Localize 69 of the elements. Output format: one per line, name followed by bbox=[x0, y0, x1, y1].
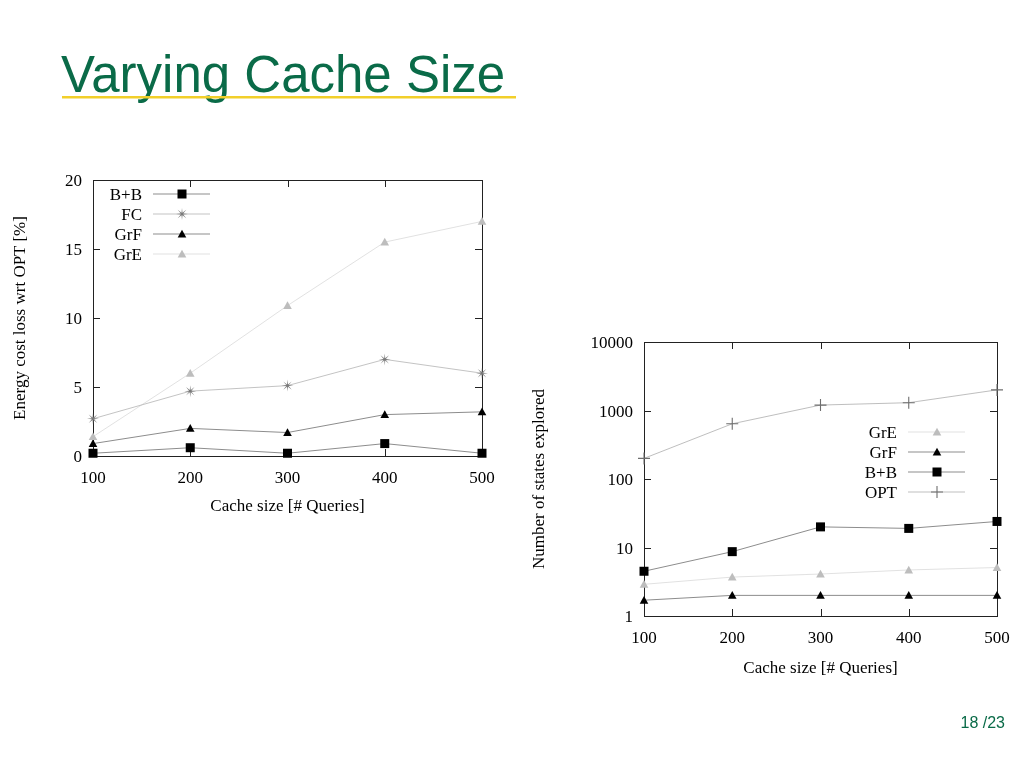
x-tick-label: 500 bbox=[469, 468, 495, 487]
point bbox=[380, 410, 390, 419]
point bbox=[185, 443, 195, 453]
point bbox=[477, 407, 487, 416]
x-tick-label: 300 bbox=[274, 468, 301, 487]
y-tick-label: 1000 bbox=[599, 401, 633, 421]
y-tick-label: 1 bbox=[624, 607, 633, 626]
y-tick-label: 5 bbox=[73, 378, 82, 397]
point bbox=[816, 591, 825, 599]
y-tick-label: 10 bbox=[616, 538, 633, 558]
y-tick-label: 15 bbox=[65, 240, 82, 259]
chart-title: Varying Cache Size bbox=[61, 46, 506, 103]
point bbox=[281, 379, 294, 392]
legend-label: FC bbox=[121, 205, 142, 224]
point bbox=[727, 547, 737, 557]
point bbox=[185, 368, 195, 377]
legend-label: OPT bbox=[864, 483, 898, 502]
point bbox=[88, 448, 98, 458]
point bbox=[902, 396, 916, 410]
point bbox=[380, 237, 390, 246]
point bbox=[477, 217, 487, 225]
x-tick-label: 200 bbox=[719, 628, 745, 647]
text: 18 /23 bbox=[960, 714, 1006, 731]
point bbox=[88, 432, 98, 441]
point bbox=[378, 353, 391, 366]
point bbox=[904, 523, 914, 533]
x-tick-label: 400 bbox=[896, 628, 922, 647]
point bbox=[904, 591, 914, 599]
point bbox=[904, 565, 914, 574]
point bbox=[727, 591, 737, 599]
y-axis-title: Number of states explored bbox=[529, 388, 548, 569]
x-tick-label: 100 bbox=[631, 628, 657, 647]
point bbox=[992, 591, 1002, 599]
legend-label: GrF bbox=[114, 225, 142, 244]
y-axis-title: Energy cost loss wrt OPT [%] bbox=[10, 216, 29, 420]
x-axis-title: Cache size [# Queries] bbox=[743, 658, 898, 677]
point bbox=[639, 595, 649, 604]
point bbox=[639, 580, 649, 588]
point bbox=[283, 448, 292, 458]
y-tick-label: 10 bbox=[65, 309, 82, 328]
point bbox=[185, 424, 195, 432]
point bbox=[184, 385, 197, 398]
legend-label: GrE bbox=[113, 245, 142, 264]
point bbox=[990, 383, 1004, 397]
point bbox=[727, 572, 737, 581]
x-tick-label: 300 bbox=[807, 628, 834, 647]
legend-label: B+B bbox=[864, 463, 897, 482]
point bbox=[992, 563, 1002, 571]
x-tick-label: 400 bbox=[372, 468, 398, 487]
legend-label: GrE bbox=[868, 423, 897, 442]
point bbox=[637, 451, 651, 465]
point bbox=[639, 566, 649, 576]
point bbox=[477, 448, 487, 458]
point bbox=[283, 428, 292, 436]
point bbox=[380, 439, 390, 449]
x-axis-title: Cache size [# Queries] bbox=[210, 496, 365, 515]
point bbox=[725, 417, 739, 431]
point bbox=[283, 301, 292, 310]
point bbox=[816, 522, 825, 532]
point bbox=[992, 516, 1002, 526]
legend-label: GrF bbox=[869, 443, 897, 462]
legend-label: B+B bbox=[109, 185, 142, 204]
y-tick-label: 10000 bbox=[590, 333, 633, 352]
y-tick-label: 0 bbox=[73, 447, 82, 466]
y-tick-label: 20 bbox=[65, 171, 82, 190]
x-tick-label: 200 bbox=[177, 468, 203, 487]
point bbox=[88, 439, 98, 448]
point bbox=[813, 398, 828, 412]
x-tick-label: 500 bbox=[984, 628, 1010, 647]
